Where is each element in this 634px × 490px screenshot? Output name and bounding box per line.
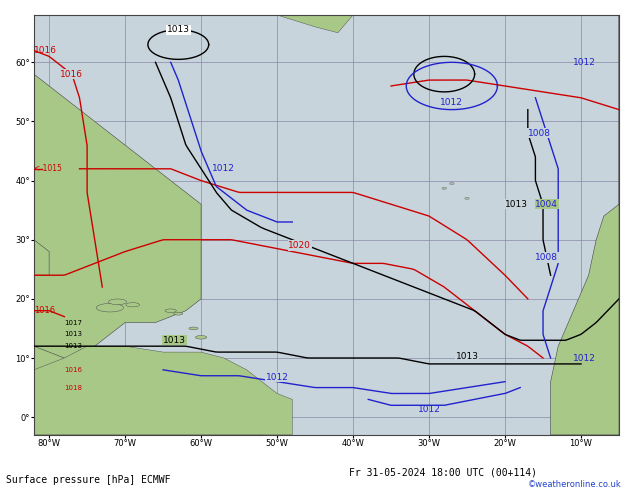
Text: 1012: 1012 [573,58,596,67]
Polygon shape [96,303,124,312]
Polygon shape [277,15,353,33]
Polygon shape [108,299,127,305]
Text: 1008: 1008 [535,253,558,262]
Text: 1016: 1016 [34,46,57,55]
Text: 1008: 1008 [527,129,550,138]
Text: 1016: 1016 [34,306,55,315]
Text: 1004: 1004 [535,200,558,209]
Polygon shape [34,240,49,275]
Polygon shape [34,346,292,435]
Text: 1016: 1016 [60,70,84,78]
Text: 1013: 1013 [163,336,186,345]
Polygon shape [442,187,446,190]
Text: 1012: 1012 [573,353,596,363]
Text: 1012: 1012 [418,405,441,415]
Text: 1016: 1016 [64,367,82,373]
Text: 1012: 1012 [441,98,463,107]
Text: 1012: 1012 [212,164,235,173]
Text: 1017: 1017 [64,319,82,325]
Polygon shape [465,197,469,199]
Polygon shape [189,327,198,330]
Polygon shape [34,346,262,435]
Text: ©weatheronline.co.uk: ©weatheronline.co.uk [527,480,621,489]
Polygon shape [550,15,619,435]
Text: 1018: 1018 [64,385,82,391]
Text: 1013: 1013 [64,331,82,337]
Text: 1012: 1012 [266,373,288,382]
Polygon shape [126,303,139,307]
Text: < 1015: < 1015 [34,164,61,173]
Text: Surface pressure [hPa] ECMWF: Surface pressure [hPa] ECMWF [6,475,171,485]
Text: 1013: 1013 [456,352,479,361]
Polygon shape [195,336,207,339]
Polygon shape [34,15,201,393]
Polygon shape [450,182,454,185]
Text: 1013: 1013 [505,200,528,209]
Text: 1013: 1013 [167,25,190,34]
Polygon shape [174,312,183,315]
Text: 1013: 1013 [64,343,82,349]
Polygon shape [165,309,176,313]
Text: Fr 31-05-2024 18:00 UTC (00+114): Fr 31-05-2024 18:00 UTC (00+114) [349,468,537,478]
Text: 1020: 1020 [288,241,311,250]
